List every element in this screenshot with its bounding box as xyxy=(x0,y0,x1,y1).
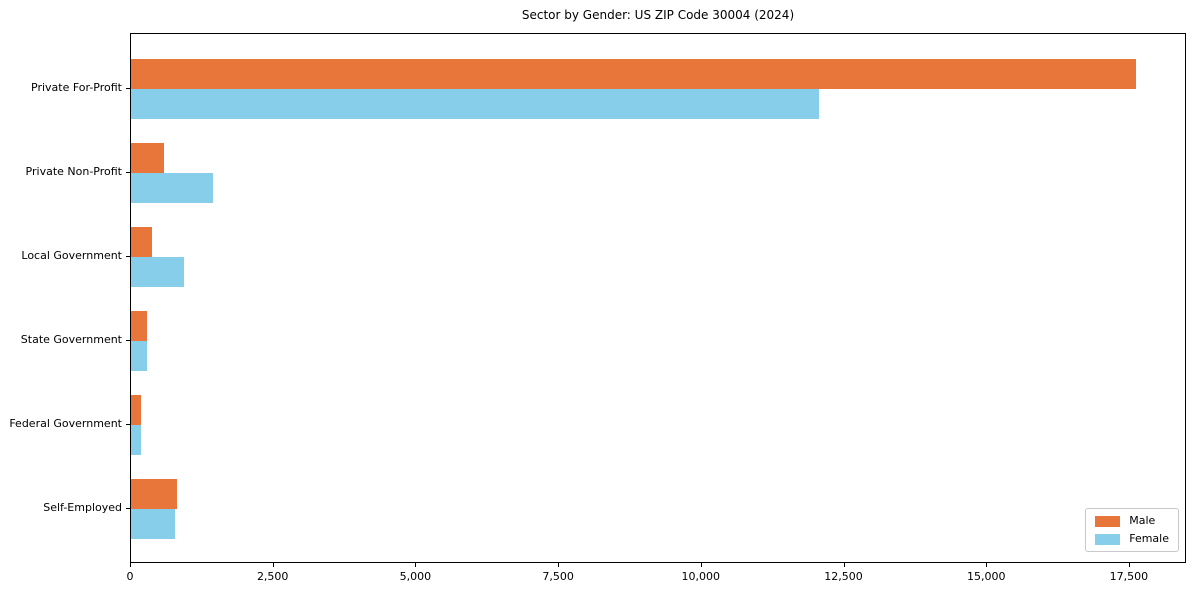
bar-male-federal-government xyxy=(131,395,142,425)
x-tick-mark xyxy=(700,563,702,567)
y-tick-mark xyxy=(126,256,130,257)
y-axis-label: Self-Employed xyxy=(43,501,122,514)
y-tick-mark xyxy=(126,508,130,509)
x-tick-mark xyxy=(558,563,560,567)
bar-female-state-government xyxy=(131,341,147,371)
plot-area: Male Female xyxy=(130,33,1186,563)
x-tick-label: 5,000 xyxy=(399,570,432,583)
bar-female-private-non-profit xyxy=(131,173,214,203)
legend-label-male: Male xyxy=(1129,514,1156,527)
legend-label-female: Female xyxy=(1129,532,1169,545)
bar-male-local-government xyxy=(131,227,153,257)
x-tick-mark xyxy=(272,563,274,567)
x-tick-label: 12,500 xyxy=(824,570,863,583)
x-tick-label: 2,500 xyxy=(256,570,289,583)
y-axis-label: Private For-Profit xyxy=(31,81,122,94)
y-axis-label: State Government xyxy=(20,333,122,346)
chart-title: Sector by Gender: US ZIP Code 30004 (202… xyxy=(521,8,795,22)
legend-item-female: Female xyxy=(1095,533,1169,545)
bar-male-private-for-profit xyxy=(131,59,1136,89)
y-axis-label: Private Non-Profit xyxy=(25,165,122,178)
y-axis-label: Local Government xyxy=(21,249,122,262)
legend-swatch-female xyxy=(1095,533,1121,545)
legend-item-male: Male xyxy=(1095,515,1169,527)
x-tick-mark xyxy=(986,563,988,567)
y-tick-mark xyxy=(126,88,130,89)
bar-female-local-government xyxy=(131,257,185,287)
y-tick-mark xyxy=(126,172,130,173)
bar-male-state-government xyxy=(131,311,148,341)
legend: Male Female xyxy=(1085,508,1179,552)
y-tick-mark xyxy=(126,340,130,341)
legend-swatch-male xyxy=(1095,515,1121,527)
x-tick-label: 0 xyxy=(126,570,134,583)
bar-male-private-non-profit xyxy=(131,143,164,173)
x-tick-label: 10,000 xyxy=(681,570,721,583)
x-tick-mark xyxy=(843,563,845,567)
y-axis-label: Federal Government xyxy=(9,417,122,430)
x-tick-label: 15,000 xyxy=(966,570,1006,583)
bar-female-federal-government xyxy=(131,425,141,455)
x-tick-mark xyxy=(1128,563,1130,567)
bar-female-self-employed xyxy=(131,509,176,539)
bar-female-private-for-profit xyxy=(131,89,819,119)
y-tick-mark xyxy=(126,424,130,425)
bar-male-self-employed xyxy=(131,479,177,509)
x-tick-mark xyxy=(415,563,417,567)
x-tick-mark xyxy=(130,563,131,567)
x-tick-label: 17,500 xyxy=(1109,570,1149,583)
x-tick-label: 7,500 xyxy=(542,570,574,583)
